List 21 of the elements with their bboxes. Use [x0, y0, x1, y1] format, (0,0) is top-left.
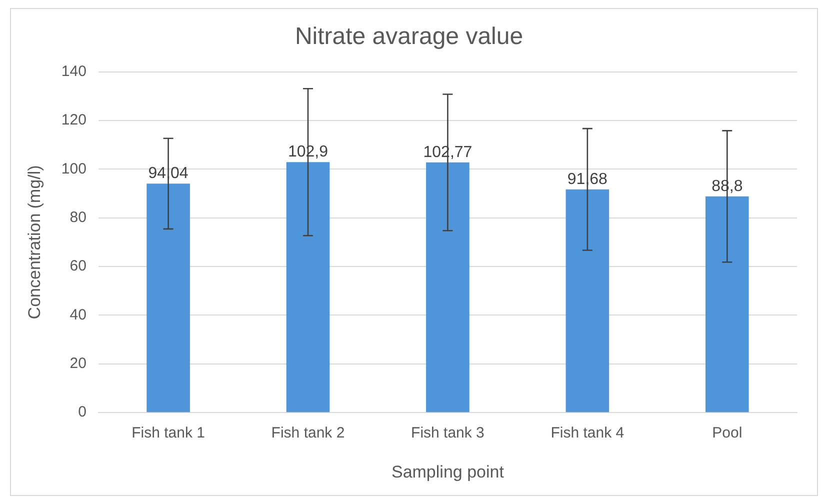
x-tick-label: Fish tank 3: [411, 424, 484, 442]
x-tick-label: Fish tank 1: [132, 424, 205, 442]
y-tick-label: 40: [70, 306, 86, 324]
bar: [146, 184, 190, 412]
bar: [286, 162, 330, 412]
y-tick-label: 60: [70, 258, 86, 275]
y-tick-label: 120: [61, 112, 86, 129]
x-tick-label: Fish tank 2: [271, 424, 345, 442]
x-tick-label: Fish tank 4: [550, 424, 624, 442]
y-axis-title: Concentration (mg/l): [24, 165, 44, 320]
x-axis-title: Sampling point: [391, 462, 504, 482]
y-tick-label: 100: [61, 160, 86, 178]
bar: [705, 196, 749, 412]
chart-title: Nitrate avarage value: [294, 23, 524, 50]
y-tick-label: 140: [61, 62, 86, 80]
bar: [426, 162, 470, 412]
y-tick-label: 20: [70, 355, 86, 372]
y-tick-label: 80: [70, 209, 86, 226]
bar: [566, 189, 610, 412]
x-tick-label: Pool: [712, 424, 742, 442]
y-tick-label: 0: [78, 404, 86, 421]
